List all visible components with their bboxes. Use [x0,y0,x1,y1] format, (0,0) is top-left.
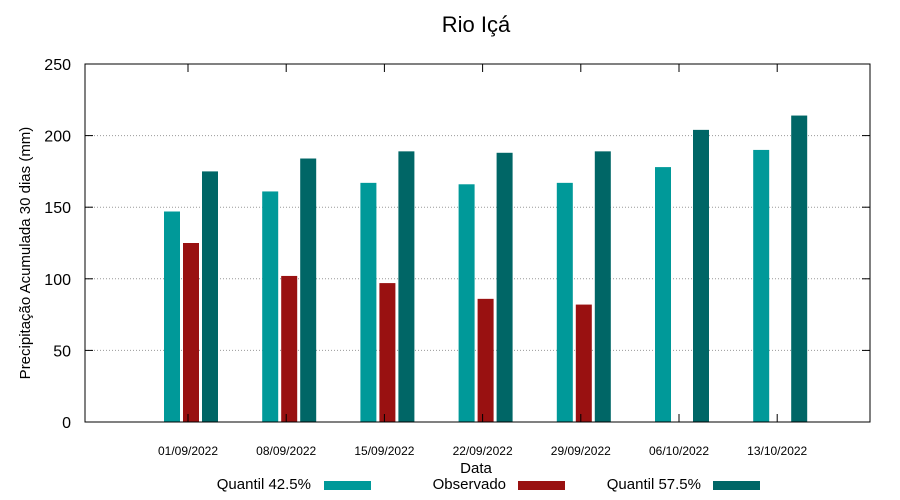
bar-quantil-42-5 [458,184,475,422]
y-axis-ticks: 0 50 100 150 200 250 [44,57,870,432]
bar-observado [477,298,494,422]
bar-observado [379,283,396,422]
grid [85,135,870,351]
bar-quantil-57-5 [300,158,317,422]
bar-observado [575,304,592,422]
x-tick-label: 15/09/2022 [354,444,414,458]
bar-quantil-42-5 [753,149,770,423]
bar-observado [281,275,298,422]
bar-quantil-42-5 [360,182,377,422]
legend-label: Quantil 42.5% [217,476,311,493]
bar-quantil-42-5 [655,167,671,422]
y-axis-label: Precipitação Acumulada 30 dias (mm) [17,127,34,380]
bar-quantil-42-5 [262,191,279,422]
bar-quantil-57-5 [594,151,611,423]
x-tick-label: 22/09/2022 [453,444,513,458]
chart-title: Rio Içá [442,12,511,37]
x-axis-label: Data [460,460,492,477]
x-tick-label: 13/10/2022 [747,444,807,458]
bar-quantil-57-5 [202,171,218,422]
x-axis-ticks: 01/09/2022 08/09/2022 15/09/2022 22/09/2022… [158,64,808,458]
bar-observado [183,243,199,422]
y-tick-label: 150 [44,200,71,217]
bar-quantil-57-5 [791,115,808,422]
y-tick-label: 0 [62,415,71,432]
bar-quantil-42-5 [556,182,573,422]
bar-quantil-57-5 [496,152,513,422]
y-tick-label: 100 [44,272,71,289]
legend-label: Quantil 57.5% [607,476,701,493]
legend-swatch [713,481,760,490]
y-tick-label: 250 [44,57,71,74]
y-tick-label: 50 [53,343,71,360]
bars [164,115,808,423]
x-tick-label: 29/09/2022 [551,444,611,458]
bar-quantil-57-5 [693,129,709,422]
legend: Quantil 42.5% Observado Quantil 57.5% [217,476,760,493]
bar-quantil-42-5 [164,211,180,422]
bar-quantil-57-5 [398,151,415,423]
y-tick-label: 200 [44,129,71,146]
x-tick-label: 01/09/2022 [158,444,218,458]
x-tick-label: 08/09/2022 [256,444,316,458]
legend-swatch [324,481,371,490]
x-tick-label: 06/10/2022 [649,444,709,458]
plot-frame [84,63,871,423]
legend-swatch [518,481,565,490]
legend-label: Observado [433,476,506,493]
